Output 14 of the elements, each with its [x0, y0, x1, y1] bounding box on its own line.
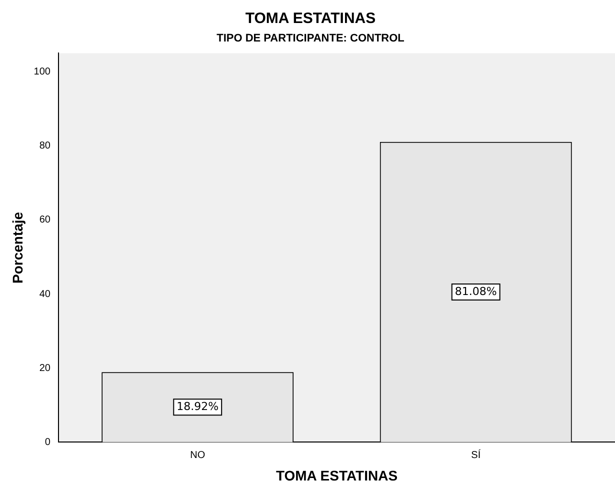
x-tick-label: NO — [190, 450, 206, 461]
chart-title: TOMA ESTATINAS — [245, 10, 376, 28]
x-axis-title: TOMA ESTATINAS — [276, 467, 398, 484]
data-label: 81.08% — [454, 284, 497, 298]
chart-subtitle: TIPO DE PARTICIPANTE: CONTROL — [216, 32, 405, 45]
y-tick-label: 60 — [39, 214, 51, 226]
y-tick-label: 20 — [39, 362, 51, 374]
x-tick-label: SÍ — [471, 448, 481, 461]
y-tick-label: 100 — [34, 66, 51, 78]
y-tick-label: 40 — [39, 288, 51, 300]
data-label: 18.92% — [176, 400, 219, 414]
y-tick-label: 80 — [39, 140, 51, 152]
y-axis-title: Porcentaje — [9, 212, 26, 284]
y-tick-label: 0 — [44, 436, 51, 448]
